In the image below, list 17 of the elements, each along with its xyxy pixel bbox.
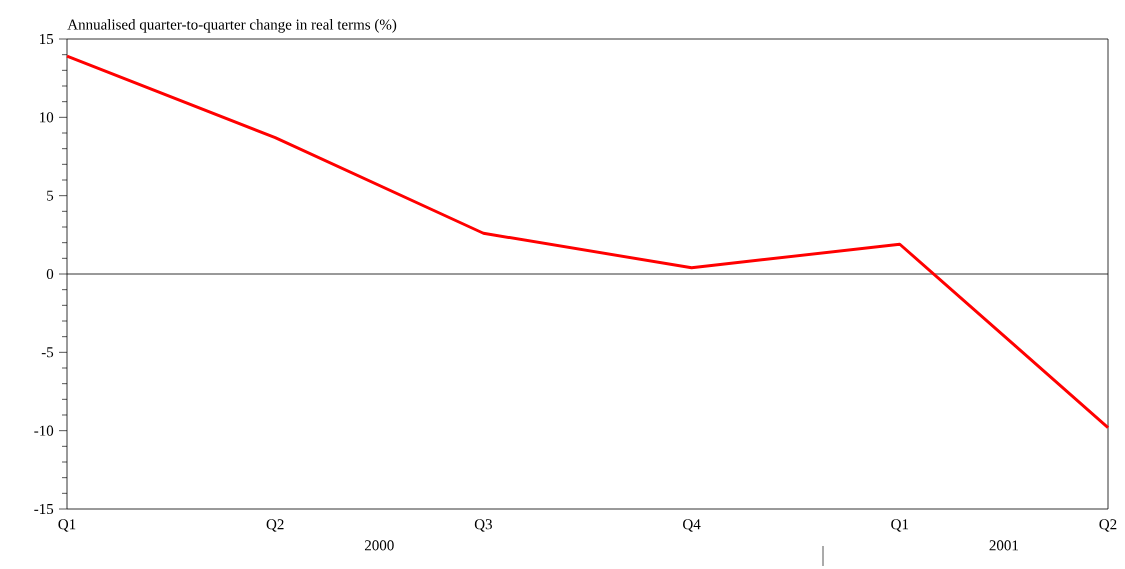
x-tick-label: Q4 — [683, 519, 701, 532]
y-tick-label: 5 — [47, 190, 54, 201]
y-tick-label: -10 — [34, 425, 54, 436]
x-tick-label: Q2 — [266, 519, 284, 532]
line-series — [65, 54, 1110, 430]
x-tick-label: Q1 — [58, 519, 76, 532]
y-tick-label: -5 — [41, 347, 54, 358]
y-tick-label: 15 — [40, 33, 54, 45]
x-tick-label: Q1 — [891, 519, 909, 532]
text: 2000 — [364, 540, 394, 551]
y-axis-title: Annualised quarter-to-quarter change in real terms (%) — [67, 19, 397, 33]
y-tick-label: 10 — [40, 112, 54, 123]
text: 2001 — [989, 540, 1018, 551]
y-tick-label: -15 — [34, 503, 54, 515]
y-tick-label: 0 — [46, 268, 54, 280]
x-tick-label: Q3 — [474, 519, 492, 532]
x-tick-label: Q2 — [1099, 519, 1117, 532]
